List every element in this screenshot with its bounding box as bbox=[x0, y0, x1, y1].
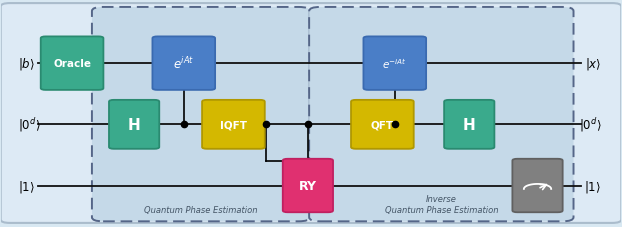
FancyBboxPatch shape bbox=[363, 37, 426, 91]
Text: $|0^d\rangle$: $|0^d\rangle$ bbox=[18, 116, 40, 134]
FancyBboxPatch shape bbox=[40, 37, 103, 91]
Text: Inverse
Quantum Phase Estimation: Inverse Quantum Phase Estimation bbox=[384, 195, 498, 214]
FancyBboxPatch shape bbox=[109, 100, 159, 149]
FancyBboxPatch shape bbox=[513, 159, 563, 212]
FancyBboxPatch shape bbox=[92, 8, 310, 221]
FancyBboxPatch shape bbox=[351, 100, 414, 149]
Text: Oracle: Oracle bbox=[53, 59, 91, 69]
Text: $|0^d\rangle$: $|0^d\rangle$ bbox=[579, 116, 601, 134]
Text: $|1\rangle$: $|1\rangle$ bbox=[585, 178, 601, 194]
FancyBboxPatch shape bbox=[202, 100, 265, 149]
Text: RY: RY bbox=[299, 179, 317, 192]
Text: $|1\rangle$: $|1\rangle$ bbox=[18, 178, 35, 194]
Text: Quantum Phase Estimation: Quantum Phase Estimation bbox=[144, 205, 258, 214]
Text: IQFT: IQFT bbox=[220, 120, 247, 130]
FancyBboxPatch shape bbox=[1, 4, 621, 223]
Text: QFT: QFT bbox=[371, 120, 394, 130]
Text: $|x\rangle$: $|x\rangle$ bbox=[585, 56, 601, 72]
FancyBboxPatch shape bbox=[283, 159, 333, 212]
Text: H: H bbox=[128, 117, 141, 132]
FancyBboxPatch shape bbox=[309, 8, 573, 221]
Text: $|b\rangle$: $|b\rangle$ bbox=[18, 56, 35, 72]
Text: $e^{iAt}$: $e^{iAt}$ bbox=[173, 56, 194, 72]
Text: H: H bbox=[463, 117, 476, 132]
FancyBboxPatch shape bbox=[444, 100, 494, 149]
FancyBboxPatch shape bbox=[152, 37, 215, 91]
Text: $e^{-iAt}$: $e^{-iAt}$ bbox=[383, 57, 407, 71]
